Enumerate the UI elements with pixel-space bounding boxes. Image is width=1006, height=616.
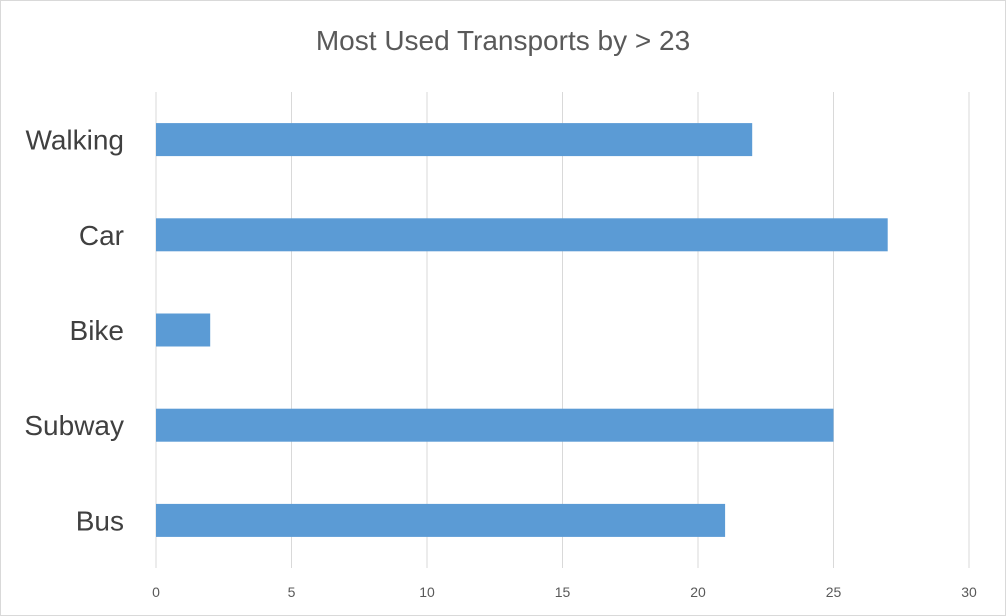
x-tick-label-30: 30 (961, 584, 977, 600)
category-label-car: Car (79, 220, 124, 251)
bar-bus (156, 503, 726, 537)
bar-subway (156, 408, 834, 442)
bar-car (156, 218, 888, 252)
chart-title: Most Used Transports by > 23 (315, 25, 691, 56)
category-label-walking: Walking (25, 125, 124, 156)
category-label-bus: Bus (76, 505, 124, 536)
x-tick-label-10: 10 (419, 584, 435, 600)
x-tick-label-25: 25 (826, 584, 842, 600)
category-label-subway: Subway (24, 410, 124, 441)
x-tick-label-0: 0 (152, 584, 160, 600)
x-tick-label-15: 15 (555, 584, 571, 600)
category-label-bike: Bike (70, 315, 124, 346)
x-tick-label-20: 20 (690, 584, 706, 600)
bar-bike (156, 313, 211, 347)
bar-walking (156, 123, 753, 157)
x-tick-label-5: 5 (288, 584, 296, 600)
